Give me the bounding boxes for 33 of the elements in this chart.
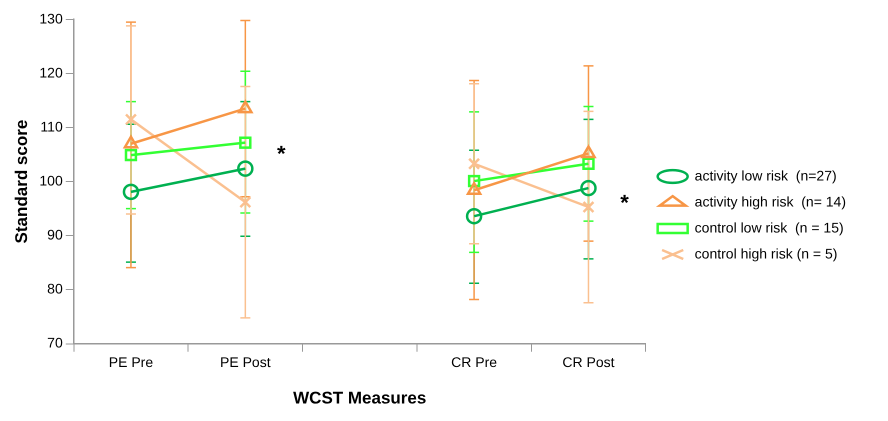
point (124, 148, 138, 162)
point (239, 136, 252, 149)
y-tick-label: 130 (39, 10, 63, 26)
point (582, 158, 595, 170)
y-tick-label: 120 (39, 64, 63, 80)
point (238, 100, 253, 114)
point (468, 158, 480, 170)
point (237, 160, 254, 177)
x-axis-title: WCST Measures (293, 388, 426, 408)
y-tick-label: 80 (47, 280, 63, 297)
legend-label: activity low risk (n=27) (694, 167, 837, 184)
legend-label: activity high risk (n= 14) (694, 193, 846, 210)
y-tick-label: 90 (47, 226, 63, 243)
point (466, 208, 482, 224)
y-tick-label: 110 (40, 118, 63, 134)
point (122, 184, 140, 200)
point (239, 196, 252, 208)
x-tick-label: CR Post (562, 354, 615, 370)
x-tick-label: PE Post (220, 354, 271, 370)
legend-label: control high risk (n = 5) (694, 245, 838, 262)
y-axis-title: Standard score (12, 120, 31, 244)
point (124, 136, 138, 149)
point (580, 180, 597, 196)
point (581, 145, 596, 158)
annotation: * (277, 141, 286, 166)
y-tick-label: 70 (47, 334, 63, 351)
y-tick-label: 100 (39, 172, 63, 188)
annotation: * (620, 190, 630, 215)
legend-label: control low risk (n = 15) (694, 219, 844, 236)
x-tick-label: CR Pre (451, 354, 498, 370)
x-tick-label: PE Pre (108, 354, 154, 370)
point (124, 113, 138, 126)
point (582, 200, 595, 214)
